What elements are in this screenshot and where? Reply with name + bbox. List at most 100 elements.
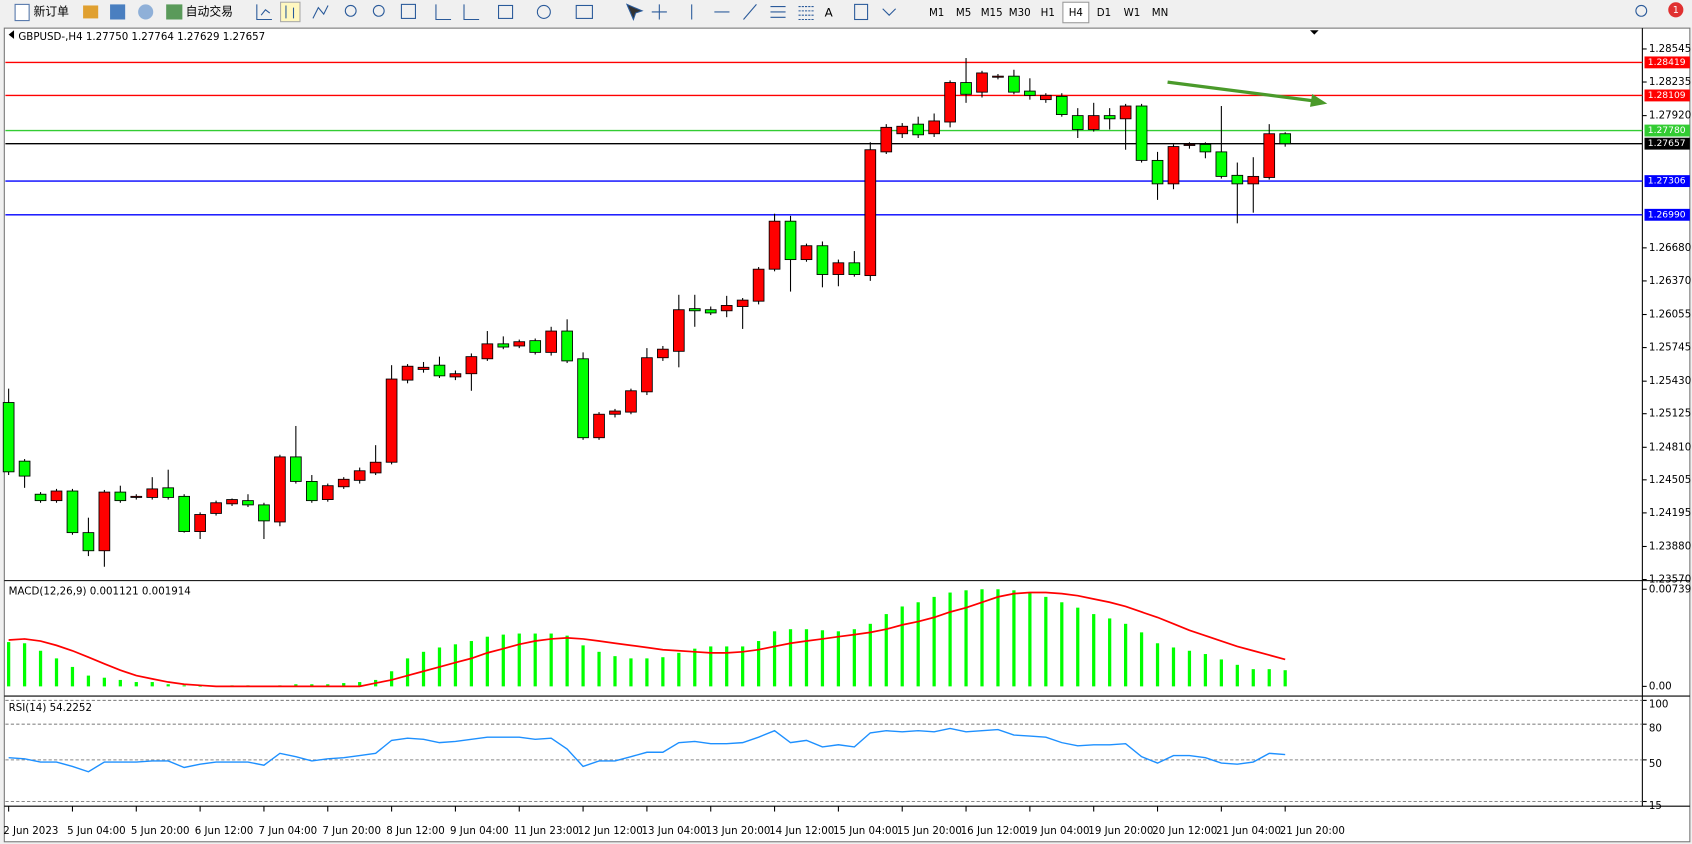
macd-bar bbox=[405, 658, 410, 687]
cursor-tool[interactable] bbox=[625, 3, 644, 22]
candle-body bbox=[960, 82, 972, 95]
toolbar-icon[interactable] bbox=[463, 4, 480, 21]
timeframe-button[interactable]: D1 bbox=[1097, 7, 1111, 19]
macd-bar bbox=[118, 679, 122, 687]
y-tick-label: 1.26680 bbox=[1649, 242, 1691, 254]
new-order-button[interactable]: 新订单 bbox=[33, 4, 69, 18]
macd-bar bbox=[134, 682, 138, 687]
macd-bar bbox=[549, 633, 553, 687]
toolbar-icon[interactable] bbox=[575, 4, 593, 19]
macd-bar bbox=[804, 629, 809, 687]
timeframe-button[interactable]: M1 bbox=[929, 7, 944, 19]
candle-body bbox=[98, 491, 111, 552]
candle-body bbox=[944, 82, 956, 123]
new-order-icon[interactable] bbox=[14, 3, 30, 22]
x-tick-label: 15 Jun 04:00 bbox=[833, 825, 898, 837]
auto-trading-icon[interactable] bbox=[166, 4, 183, 20]
candle-body bbox=[672, 309, 685, 352]
macd-bar bbox=[597, 651, 601, 687]
chart-window bbox=[3, 27, 1691, 843]
macd-bar bbox=[198, 686, 202, 687]
toolbar-icon[interactable] bbox=[280, 1, 301, 23]
crosshair-tool[interactable] bbox=[651, 4, 667, 20]
toolbar-icon[interactable] bbox=[110, 4, 126, 20]
timeframe-buttons: M1 M5 M15 M30 H1 H4 D1 W1 MN bbox=[929, 1, 1169, 24]
macd-bar bbox=[868, 623, 872, 687]
active-timeframe bbox=[1062, 1, 1090, 24]
timeframe-button[interactable]: H4 bbox=[1069, 7, 1083, 19]
toolbar-icon[interactable] bbox=[372, 4, 385, 17]
level-tag bbox=[1644, 137, 1690, 150]
level-tag bbox=[1644, 89, 1690, 102]
channel-tool[interactable] bbox=[770, 6, 786, 18]
notification-badge[interactable] bbox=[1668, 2, 1684, 18]
timeframe-button[interactable]: H1 bbox=[1041, 7, 1055, 19]
candle-body bbox=[736, 299, 749, 307]
candle-body bbox=[1279, 133, 1292, 145]
candle-body bbox=[593, 413, 605, 439]
timeframe-button[interactable]: M30 bbox=[1009, 7, 1031, 19]
level-label: 1.27306 bbox=[1648, 176, 1686, 187]
level-tag bbox=[1644, 124, 1690, 137]
timeframe-button[interactable]: W1 bbox=[1124, 7, 1141, 19]
x-tick-label: 2 Jun 2023 bbox=[3, 825, 58, 837]
toolbar-icon[interactable] bbox=[285, 5, 295, 19]
arrows-tool[interactable] bbox=[882, 8, 897, 16]
toolbar-icon[interactable] bbox=[536, 4, 551, 19]
y-tick-label: 1.24195 bbox=[1649, 507, 1691, 519]
y-tick-label: 1.28235 bbox=[1649, 76, 1691, 88]
level-tag bbox=[1644, 56, 1690, 69]
timeframe-button[interactable]: M5 bbox=[956, 7, 971, 19]
macd-bar bbox=[7, 642, 11, 687]
candle-body bbox=[1231, 174, 1244, 185]
candle-body bbox=[577, 358, 589, 439]
macd-bar bbox=[1235, 664, 1239, 687]
toolbar-icon[interactable] bbox=[497, 4, 514, 19]
toolbar-icon[interactable] bbox=[256, 4, 272, 21]
timeframe-button[interactable]: M15 bbox=[981, 7, 1003, 19]
candle-body bbox=[816, 245, 829, 275]
macd-bar bbox=[1155, 643, 1160, 687]
signal-line bbox=[8, 591, 1286, 688]
y-tick-label: 80 bbox=[1649, 723, 1662, 735]
macd-bar bbox=[693, 648, 697, 687]
plot: 1.28545 1.28235 1.27920 1.26680 1.26370 1.260… bbox=[2, 43, 1691, 837]
candle-body bbox=[210, 502, 222, 514]
macd-bar bbox=[342, 683, 346, 687]
macd-bar bbox=[1171, 647, 1176, 687]
level-label: 1.28419 bbox=[1648, 57, 1686, 68]
toolbar-icon[interactable] bbox=[312, 5, 329, 19]
toolbar-icon[interactable] bbox=[138, 4, 154, 20]
macd-bar bbox=[22, 643, 27, 687]
macd-bar bbox=[709, 646, 713, 687]
fibo-tool[interactable] bbox=[798, 6, 814, 21]
candle-body bbox=[880, 126, 893, 153]
search-button[interactable] bbox=[1635, 4, 1648, 17]
x-tick-label: 20 Jun 12:00 bbox=[1152, 825, 1217, 837]
candle-body bbox=[385, 378, 398, 463]
x-tick-label: 16 Jun 12:00 bbox=[961, 825, 1026, 837]
x-tick-label: 6 Jun 12:00 bbox=[195, 825, 254, 837]
toolbar-icon[interactable] bbox=[400, 3, 416, 19]
candle-body bbox=[832, 262, 845, 275]
macd-bar bbox=[38, 650, 43, 687]
timeframe-button[interactable]: MN bbox=[1152, 7, 1169, 19]
macd-bar bbox=[389, 671, 394, 687]
text-tool[interactable]: A bbox=[825, 6, 834, 20]
auto-trading-button[interactable]: 自动交易 bbox=[186, 4, 233, 18]
toolbar-icon[interactable] bbox=[435, 4, 452, 21]
candle-body bbox=[896, 125, 909, 135]
macd-bar bbox=[421, 651, 426, 687]
candle-body bbox=[1151, 159, 1164, 185]
toolbar-icon[interactable] bbox=[83, 5, 99, 19]
x-tick-label: 8 Jun 12:00 bbox=[386, 825, 445, 837]
candle-body bbox=[2, 402, 15, 473]
trendline-tool[interactable] bbox=[743, 4, 757, 20]
y-tick-label: 1.24505 bbox=[1649, 474, 1691, 486]
x-tick-label: 5 Jun 04:00 bbox=[67, 825, 126, 837]
macd-bar bbox=[1028, 592, 1032, 687]
macd-bar bbox=[1187, 650, 1192, 687]
toolbar-icon[interactable] bbox=[344, 4, 357, 17]
label-tool[interactable] bbox=[854, 3, 869, 21]
candle-body bbox=[497, 343, 510, 348]
